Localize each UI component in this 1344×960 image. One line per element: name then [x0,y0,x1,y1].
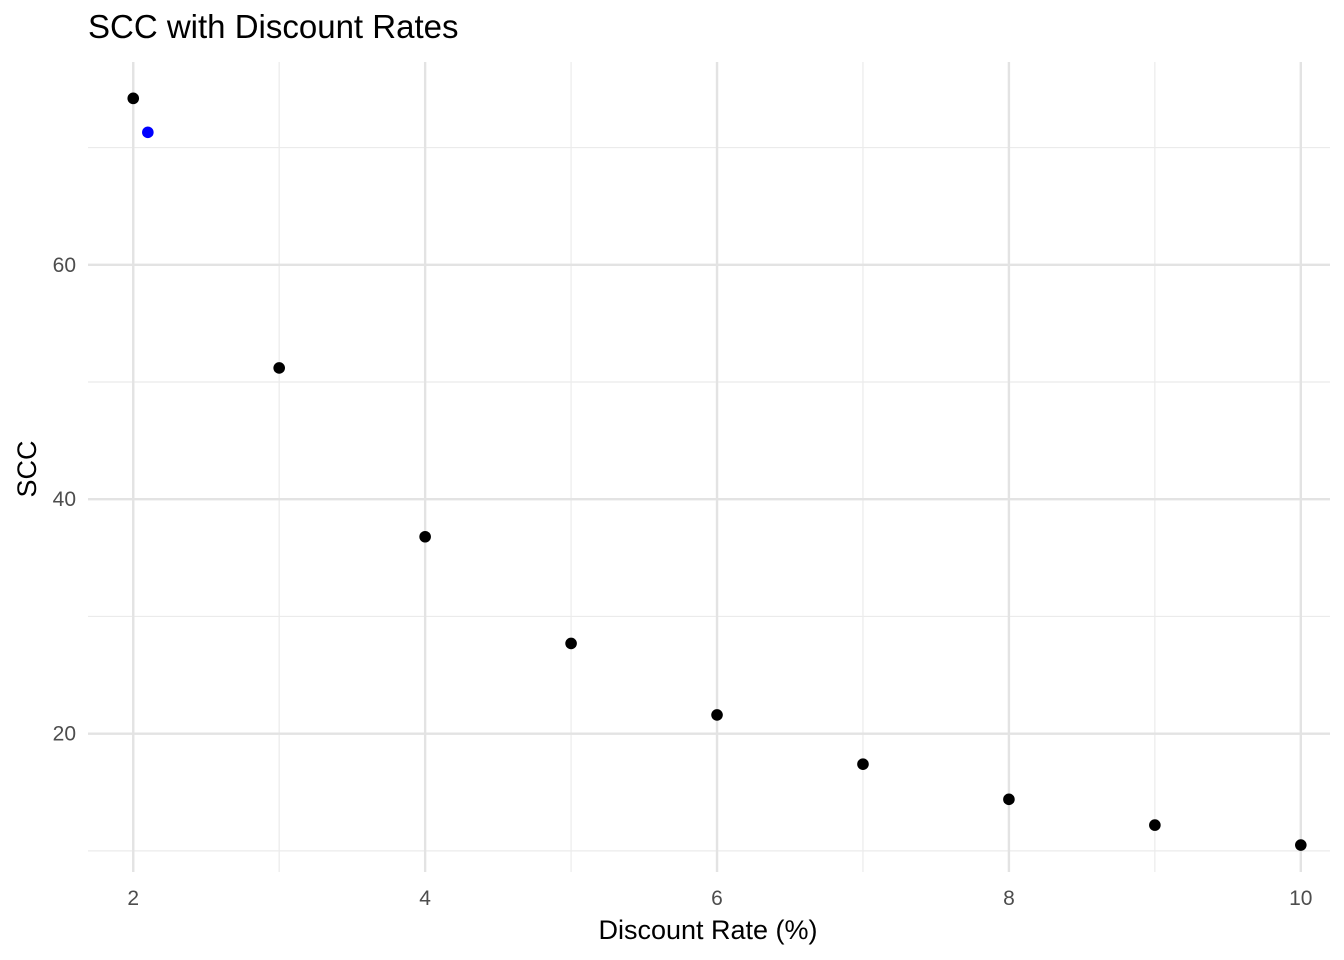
x-tick-label: 6 [711,887,723,910]
scatter-point [857,758,869,770]
data-points [127,92,1307,851]
x-tick-label: 8 [1003,887,1015,910]
y-axis-title: SCC [12,440,42,497]
x-tick-label: 10 [1289,887,1312,910]
scatter-point [419,530,431,543]
chart-title: SCC with Discount Rates [88,8,459,45]
x-axis-tick-labels: 2 4 6 8 10 [127,887,1312,910]
x-tick-label: 4 [419,887,431,910]
major-gridlines [88,62,1330,872]
y-tick-label: 40 [53,488,76,511]
scatter-point [565,637,577,650]
x-axis-title: Discount Rate (%) [598,915,817,945]
scatter-point [1003,793,1015,806]
scatter-point [711,709,723,721]
minor-gridlines [88,62,1330,872]
x-tick-label: 2 [127,887,139,910]
scatter-point [127,92,140,105]
scatter-point [1295,839,1307,851]
y-tick-label: 20 [53,723,76,746]
y-axis-tick-labels: 20 40 60 [53,254,76,746]
highlighted-scatter-point [142,126,154,139]
y-tick-label: 60 [53,254,76,277]
scatter-point [273,362,285,374]
scatter-point [1149,819,1161,831]
